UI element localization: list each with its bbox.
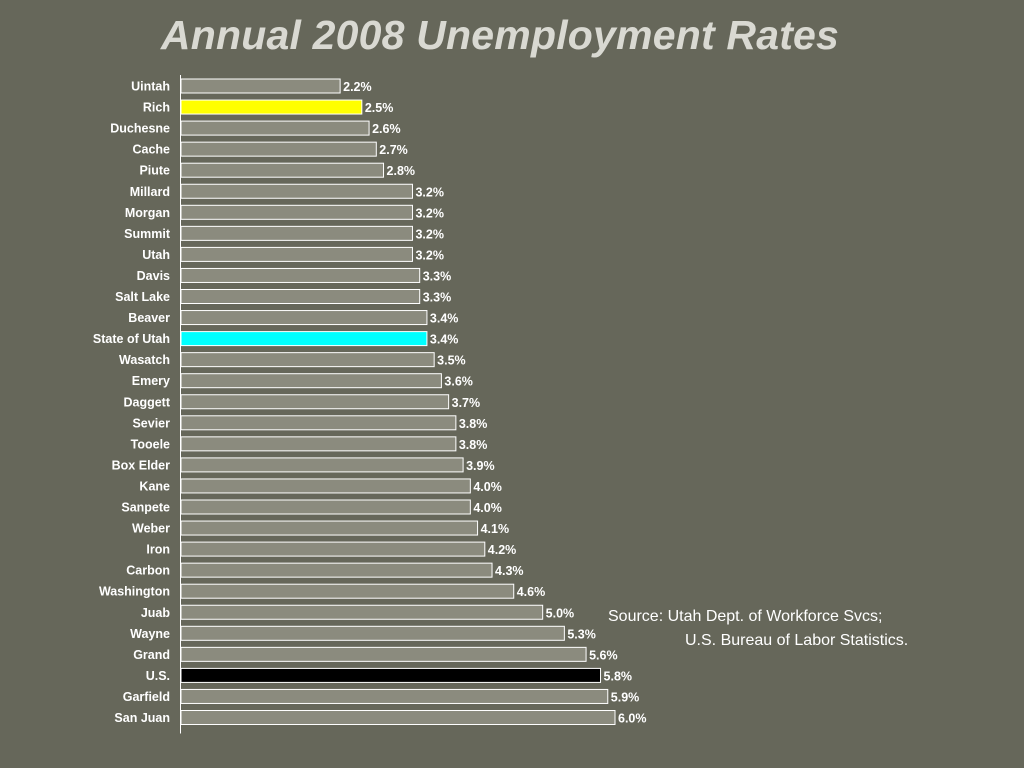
value-label-morgan: 3.2% <box>415 206 444 220</box>
category-label-weber: Weber <box>132 522 170 536</box>
category-label-sevier: Sevier <box>132 416 170 430</box>
value-label-wayne: 5.3% <box>567 627 596 641</box>
category-label-beaver: Beaver <box>128 311 170 325</box>
category-label-u-s: U.S. <box>146 669 170 683</box>
value-label-uintah: 2.2% <box>343 80 372 94</box>
value-label-u-s: 5.8% <box>604 669 633 683</box>
value-label-iron: 4.2% <box>488 543 517 557</box>
category-label-sanpete: Sanpete <box>121 501 170 515</box>
category-label-summit: Summit <box>124 227 171 241</box>
bar-garfield <box>180 688 609 704</box>
category-label-utah: Utah <box>142 248 170 262</box>
value-label-state-of-utah: 3.4% <box>430 333 459 347</box>
category-label-davis: Davis <box>137 269 170 283</box>
chart-title: Annual 2008 Unemployment Rates <box>160 12 840 58</box>
category-label-rich: Rich <box>143 101 170 115</box>
category-label-wayne: Wayne <box>130 627 170 641</box>
category-label-piute: Piute <box>139 164 170 178</box>
category-label-san-juan: San Juan <box>114 711 170 725</box>
bar-cache <box>180 141 377 157</box>
category-label-emery: Emery <box>132 374 170 388</box>
bar-duchesne <box>180 120 370 136</box>
category-label-washington: Washington <box>99 585 170 599</box>
bar-grand <box>180 646 587 662</box>
category-label-uintah: Uintah <box>131 80 170 94</box>
bar-weber <box>180 520 479 536</box>
category-label-juab: Juab <box>141 606 171 620</box>
category-label-daggett: Daggett <box>123 395 170 409</box>
value-label-utah: 3.2% <box>415 248 444 262</box>
value-label-weber: 4.1% <box>481 522 510 536</box>
bar-morgan <box>180 204 413 220</box>
source-note: Source: Utah Dept. of Workforce Svcs; U.… <box>608 605 908 653</box>
source-line-1: Source: Utah Dept. of Workforce Svcs; <box>608 608 883 625</box>
category-label-grand: Grand <box>133 648 170 662</box>
bar-box-elder <box>180 457 464 473</box>
value-label-sevier: 3.8% <box>459 417 488 431</box>
value-label-duchesne: 2.6% <box>372 122 401 136</box>
category-label-state-of-utah: State of Utah <box>93 332 170 346</box>
bar-washington <box>180 583 515 599</box>
value-label-san-juan: 6.0% <box>618 712 647 726</box>
value-label-salt-lake: 3.3% <box>423 291 452 305</box>
category-label-iron: Iron <box>146 543 170 557</box>
bar-kane <box>180 478 471 494</box>
bar-millard <box>180 183 413 199</box>
value-label-tooele: 3.8% <box>459 438 488 452</box>
bar-sanpete <box>180 499 471 515</box>
bar-daggett <box>180 394 450 410</box>
bar-san-juan <box>180 710 616 725</box>
value-label-washington: 4.6% <box>517 585 546 599</box>
bar-utah <box>180 246 413 262</box>
category-label-salt-lake: Salt Lake <box>115 290 170 304</box>
category-label-cache: Cache <box>132 143 170 157</box>
bar-summit <box>180 225 413 241</box>
value-label-piute: 2.8% <box>387 164 416 178</box>
value-label-wasatch: 3.5% <box>437 354 466 368</box>
category-label-box-elder: Box Elder <box>112 458 170 472</box>
category-label-garfield: Garfield <box>123 690 170 704</box>
bar-juab <box>180 604 544 620</box>
source-line-2: U.S. Bureau of Labor Statistics. <box>685 632 909 649</box>
value-label-millard: 3.2% <box>415 185 444 199</box>
value-label-beaver: 3.4% <box>430 312 459 326</box>
bar-salt-lake <box>180 289 421 304</box>
category-label-wasatch: Wasatch <box>119 353 170 367</box>
category-label-millard: Millard <box>130 185 170 199</box>
bar-emery <box>180 373 442 389</box>
value-label-davis: 3.3% <box>423 269 452 283</box>
bar-uintah <box>180 78 341 94</box>
category-label-morgan: Morgan <box>125 206 170 220</box>
value-label-sanpete: 4.0% <box>473 501 502 515</box>
category-label-duchesne: Duchesne <box>110 122 170 136</box>
bar-piute <box>180 162 385 178</box>
category-label-kane: Kane <box>139 479 170 493</box>
value-label-kane: 4.0% <box>473 480 502 494</box>
bar-tooele <box>180 436 457 452</box>
bar-iron <box>180 541 486 557</box>
value-label-daggett: 3.7% <box>452 396 481 410</box>
value-label-box-elder: 3.9% <box>466 459 495 473</box>
category-label-tooele: Tooele <box>131 437 170 451</box>
bar-u-s <box>180 667 602 683</box>
value-label-emery: 3.6% <box>444 375 473 389</box>
bar-state-of-utah <box>180 331 428 347</box>
bar-carbon <box>180 562 493 578</box>
bar-wasatch <box>180 352 435 368</box>
bar-wayne <box>180 625 565 641</box>
value-label-rich: 2.5% <box>365 101 394 115</box>
category-label-carbon: Carbon <box>126 564 170 578</box>
bar-rich <box>180 99 363 115</box>
value-label-grand: 5.6% <box>589 648 618 662</box>
value-label-garfield: 5.9% <box>611 690 640 704</box>
value-label-cache: 2.7% <box>379 143 408 157</box>
bar-sevier <box>180 415 457 431</box>
value-label-carbon: 4.3% <box>495 564 524 578</box>
bar-beaver <box>180 310 428 326</box>
value-label-juab: 5.0% <box>546 606 575 620</box>
value-label-summit: 3.2% <box>415 227 444 241</box>
bar-davis <box>180 267 421 283</box>
